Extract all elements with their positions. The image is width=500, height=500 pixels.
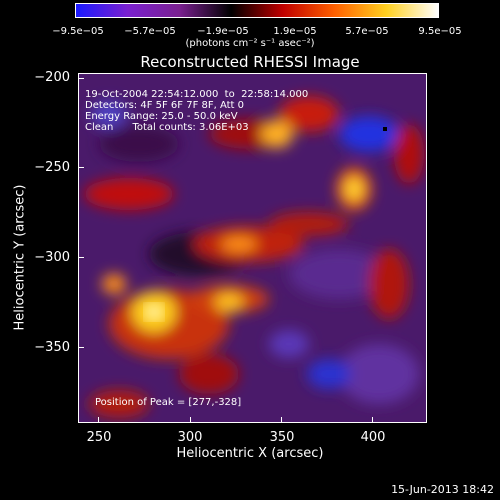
- y-tick-label: −350: [34, 340, 70, 355]
- image-map: [79, 74, 426, 422]
- colorbar-tick: −9.5e−05: [52, 26, 104, 37]
- y-tick: [78, 347, 84, 348]
- y-tick: [78, 78, 84, 79]
- x-tick-label: 300: [177, 430, 203, 445]
- x-tick: [190, 417, 191, 423]
- x-tick-label: 400: [360, 430, 386, 445]
- colorbar-tick: 9.5e−05: [418, 26, 462, 37]
- colorbar-tick: 5.7e−05: [345, 26, 389, 37]
- x-tick-label: 350: [269, 430, 295, 445]
- info-method: Clean Total counts: 3.06E+03: [85, 122, 249, 133]
- peak-marker: [383, 127, 387, 131]
- plot-title: Reconstructed RHESSI Image: [140, 53, 360, 71]
- colorbar-tick: −1.9e−05: [197, 26, 249, 37]
- colorbar-tick: 1.9e−05: [273, 26, 317, 37]
- y-tick-label: −250: [34, 160, 70, 175]
- info-detectors: Detectors: 4F 5F 6F 7F 8F, Att 0: [85, 100, 245, 111]
- image-plot: 19-Oct-2004 22:54:12.000 to 22:58:14.000…: [78, 73, 427, 423]
- timestamp: 15-Jun-2013 18:42: [391, 483, 494, 496]
- y-axis-label: Heliocentric Y (arcsec): [12, 184, 28, 331]
- x-tick: [372, 417, 373, 423]
- x-tick-label: 250: [86, 430, 112, 445]
- y-tick-label: −300: [34, 250, 70, 265]
- x-tick: [281, 417, 282, 423]
- y-tick-label: −200: [34, 70, 70, 85]
- colorbar: [75, 3, 439, 18]
- colorbar-tick: −5.7e−05: [124, 26, 176, 37]
- x-tick: [98, 417, 99, 423]
- info-time: 19-Oct-2004 22:54:12.000 to 22:58:14.000: [85, 89, 309, 100]
- x-axis-label: Heliocentric X (arcsec): [176, 446, 324, 461]
- colorbar-units: (photons cm⁻² s⁻¹ asec⁻²): [185, 38, 315, 49]
- y-tick: [78, 167, 84, 168]
- y-tick: [78, 257, 84, 258]
- peak-position: Position of Peak = [277,-328]: [95, 397, 242, 408]
- info-energy: Energy Range: 25.0 - 50.0 keV: [85, 111, 238, 122]
